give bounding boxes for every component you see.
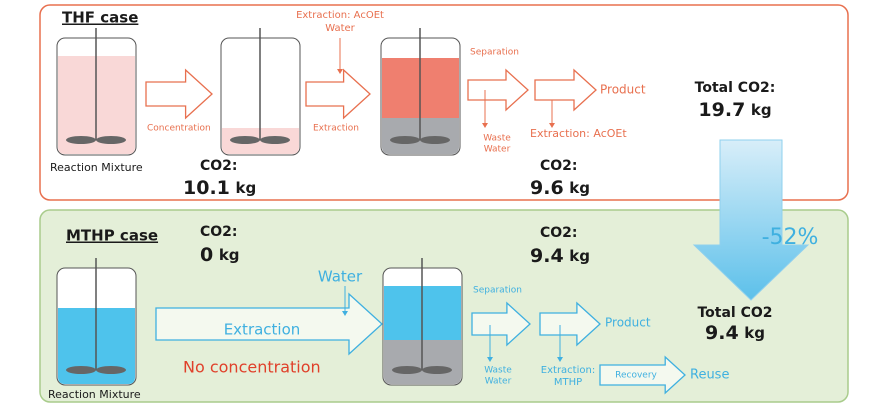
label: Concentration — [147, 124, 211, 134]
co2-value: 0 kg — [200, 244, 240, 266]
co2-label: CO2: — [200, 224, 238, 240]
label: Waste — [483, 134, 511, 144]
co2-value: 9.6 kg — [530, 177, 590, 199]
small-arrow-head — [557, 357, 563, 362]
stirrer-blade — [422, 366, 452, 374]
label: Extraction: AcOEt — [296, 10, 384, 21]
reduction: -52% — [762, 225, 819, 250]
co2-value: 9.4 kg — [530, 245, 590, 267]
flow-arrow — [471, 301, 531, 347]
reduction-arrow — [692, 139, 810, 301]
label: Product — [600, 83, 646, 97]
co2-label: CO2: — [540, 225, 578, 241]
co2-label: CO2: — [200, 158, 238, 174]
label: Extraction: AcOEt — [530, 127, 627, 140]
label: No concentration — [183, 358, 321, 377]
total-value: 19.7 kg — [698, 99, 771, 121]
label: Water — [325, 23, 355, 34]
flow-arrow — [534, 68, 597, 112]
small-arrow-head — [487, 357, 493, 362]
case-title: MTHP case — [66, 227, 158, 245]
co2-label: CO2: — [540, 158, 578, 174]
small-arrow-head — [342, 311, 348, 316]
stirrer-blade — [96, 136, 126, 144]
stirrer-blade — [230, 136, 260, 144]
co2-value: 10.1 kg — [183, 177, 256, 199]
label: Waste — [484, 366, 512, 376]
label: Extraction — [313, 124, 359, 134]
flow-arrow — [155, 292, 383, 356]
flow-arrow — [599, 355, 686, 395]
total-label: Total CO2 — [697, 305, 772, 321]
label: Water — [318, 268, 363, 286]
stirrer-blade — [390, 136, 420, 144]
flow-arrow — [539, 301, 601, 347]
label: Extraction — [224, 321, 301, 339]
stirrer-blade — [66, 136, 96, 144]
stirrer-blade — [420, 136, 450, 144]
total-label: Total CO2: — [695, 80, 776, 96]
stirrer-blade — [96, 366, 126, 374]
label: Recovery — [615, 371, 657, 381]
case-title: THF case — [62, 9, 138, 27]
label: Reuse — [690, 368, 729, 383]
label: MTHP — [554, 377, 582, 388]
flow-arrow — [305, 68, 371, 120]
label: Reaction Mixture — [48, 388, 141, 401]
label: Water — [484, 145, 511, 155]
small-arrow-head — [482, 123, 488, 128]
label: Separation — [470, 48, 519, 58]
total-value: 9.4 kg — [705, 322, 765, 344]
label: Reaction Mixture — [50, 161, 143, 174]
stirrer-blade — [260, 136, 290, 144]
flow-arrow — [145, 68, 213, 120]
label: Product — [605, 316, 651, 330]
stirrer-blade — [392, 366, 422, 374]
small-arrow-head — [549, 123, 555, 128]
small-arrow-head — [337, 69, 343, 74]
stirrer-blade — [66, 366, 96, 374]
label: Separation — [473, 286, 522, 296]
label: Extraction: — [541, 365, 595, 376]
flow-arrow — [467, 68, 529, 112]
label: Water — [485, 377, 512, 387]
